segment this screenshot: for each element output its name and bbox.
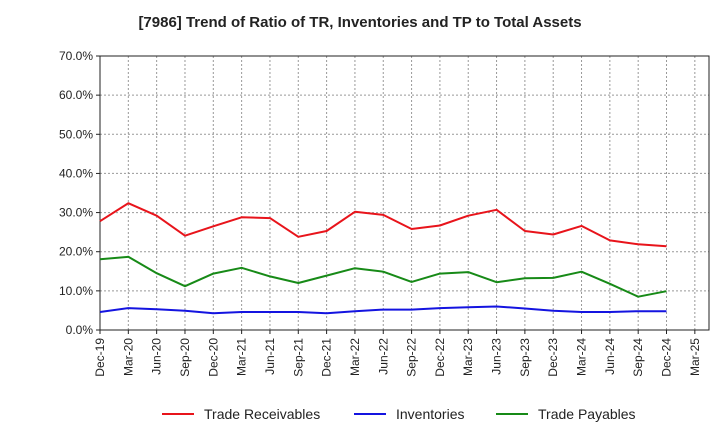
x-tick-label: Sep-22 bbox=[405, 338, 419, 377]
x-tick-label: Sep-20 bbox=[178, 338, 192, 377]
y-tick-label: 10.0% bbox=[59, 284, 93, 298]
x-tick-label: Dec-24 bbox=[660, 338, 674, 377]
legend-swatch-trade-receivables bbox=[162, 413, 194, 415]
x-tick-label: Jun-21 bbox=[263, 338, 277, 375]
gridlines bbox=[100, 55, 709, 330]
series-lines bbox=[99, 202, 667, 315]
x-tick-label: Dec-23 bbox=[546, 338, 560, 377]
x-tick-label: Jun-23 bbox=[490, 338, 504, 375]
series-line-trade-receivables bbox=[99, 202, 667, 248]
legend-label-inventories: Inventories bbox=[396, 406, 465, 422]
x-tick-label: Dec-22 bbox=[433, 338, 447, 377]
legend-item-inventories: Inventories bbox=[354, 404, 464, 424]
legend-label-trade-payables: Trade Payables bbox=[538, 406, 636, 422]
legend-item-trade-receivables: Trade Receivables bbox=[162, 404, 320, 424]
x-tick-label: Dec-19 bbox=[93, 338, 107, 377]
x-tick-label: Mar-22 bbox=[348, 338, 362, 376]
x-tick-label: Jun-24 bbox=[603, 338, 617, 375]
y-tick-label: 20.0% bbox=[59, 245, 93, 259]
legend-item-trade-payables: Trade Payables bbox=[496, 404, 636, 424]
y-tick-label: 40.0% bbox=[59, 166, 93, 180]
x-tick-label: Sep-21 bbox=[291, 338, 305, 377]
y-tick-label: 70.0% bbox=[59, 49, 93, 63]
x-tick-label: Mar-24 bbox=[575, 338, 589, 376]
y-tick-label: 50.0% bbox=[59, 127, 93, 141]
legend: Trade Receivables Inventories Trade Paya… bbox=[0, 404, 720, 424]
x-tick-label: Dec-20 bbox=[206, 338, 220, 377]
y-axis: 0.0% 10.0% 20.0% 30.0% 40.0% 50.0% 60.0% 70.0% bbox=[59, 49, 100, 337]
legend-label-trade-receivables: Trade Receivables bbox=[204, 406, 321, 422]
x-tick-label: Mar-25 bbox=[688, 338, 702, 376]
x-tick-label: Jun-22 bbox=[376, 338, 390, 375]
series-line-inventories bbox=[99, 305, 667, 315]
x-tick-label: Jun-20 bbox=[150, 338, 164, 375]
x-axis: Dec-19 Mar-20 Jun-20 Sep-20 Dec-20 Mar-21 Jun-… bbox=[93, 330, 702, 377]
x-tick-label: Mar-21 bbox=[235, 338, 249, 376]
plot-area-frame bbox=[99, 55, 710, 331]
legend-swatch-trade-payables bbox=[496, 413, 528, 415]
x-tick-label: Mar-23 bbox=[461, 338, 475, 376]
x-tick-label: Dec-21 bbox=[320, 338, 334, 377]
legend-swatch-inventories bbox=[354, 413, 386, 415]
series-line-trade-payables bbox=[99, 255, 667, 298]
x-tick-label: Sep-24 bbox=[631, 338, 645, 377]
y-tick-label: 60.0% bbox=[59, 88, 93, 102]
y-tick-label: 0.0% bbox=[66, 323, 94, 337]
x-tick-label: Mar-20 bbox=[121, 338, 135, 376]
y-tick-label: 30.0% bbox=[59, 206, 93, 220]
chart-title: [7986] Trend of Ratio of TR, Inventories… bbox=[138, 14, 582, 31]
x-tick-label: Sep-23 bbox=[518, 338, 532, 377]
